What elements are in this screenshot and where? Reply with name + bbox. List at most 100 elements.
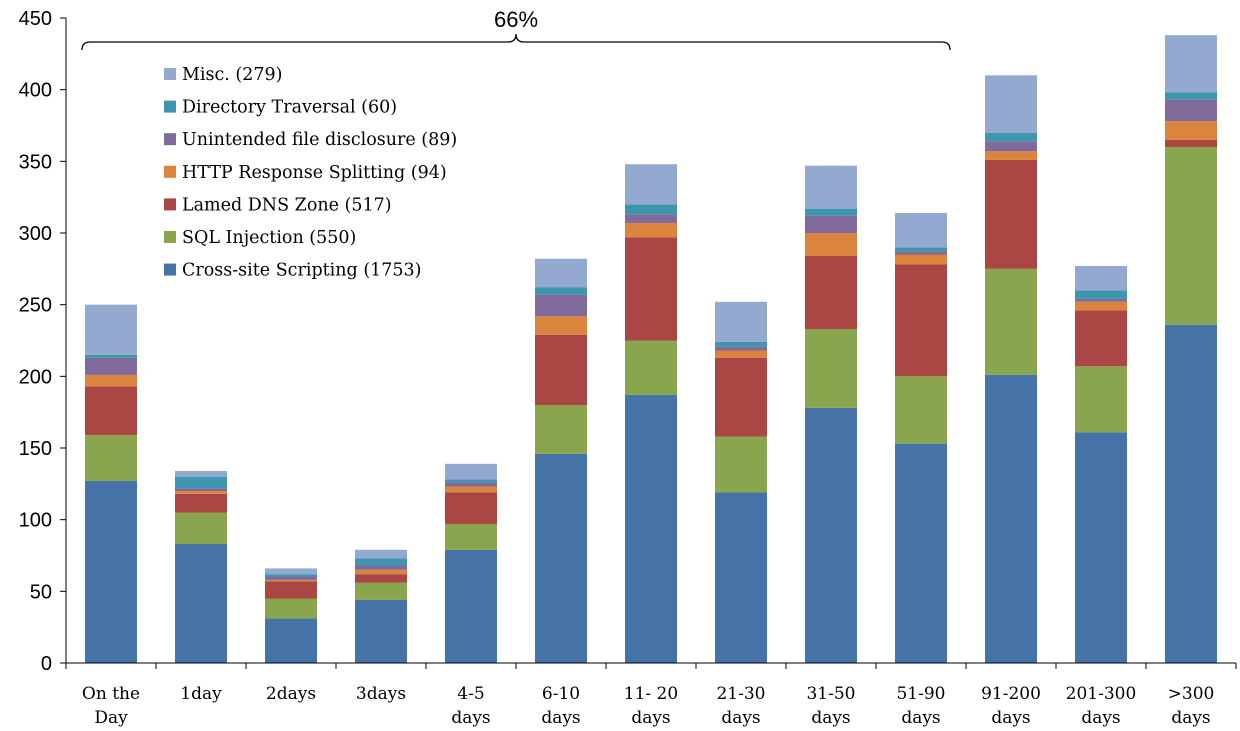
x-tick-label: 1day xyxy=(180,684,222,704)
legend-item: HTTP Response Splitting (94) xyxy=(164,163,447,183)
annotation-label: 66% xyxy=(494,7,538,32)
annotation-brace xyxy=(81,33,951,51)
bar-segment xyxy=(175,512,227,545)
bar-segment xyxy=(805,215,857,233)
bar-segment xyxy=(1165,139,1217,147)
y-tick-label: 150 xyxy=(19,438,52,460)
bar-segment xyxy=(715,492,767,663)
legend-item: Lamed DNS Zone (517) xyxy=(164,195,392,215)
bar-segment xyxy=(715,350,767,358)
bar-segment xyxy=(805,233,857,256)
bar-segment xyxy=(1075,290,1127,299)
bar-segment xyxy=(625,222,677,238)
x-tick-label: >300 days xyxy=(1168,684,1215,728)
bar-segment xyxy=(895,376,947,444)
bar-segment xyxy=(265,598,317,619)
bar-segment xyxy=(535,405,587,454)
legend-item: SQL Injection (550) xyxy=(164,228,356,248)
y-tick-label: 300 xyxy=(19,223,52,245)
bar-segment xyxy=(1165,99,1217,122)
legend-swatch xyxy=(164,165,176,178)
legend-swatch xyxy=(164,133,176,146)
bar-segment xyxy=(1075,265,1127,291)
bar-segment xyxy=(715,341,767,347)
bar-segment xyxy=(355,599,407,663)
legend-label: Misc. (279) xyxy=(182,65,282,85)
bar-segment xyxy=(715,357,767,437)
bars-layer xyxy=(85,35,1217,663)
legend-item: Cross-site Scripting (1753) xyxy=(164,261,422,281)
bar-segment xyxy=(715,301,767,342)
bar-segment xyxy=(445,492,497,524)
bar-segment xyxy=(175,470,227,477)
bar-segment xyxy=(355,569,407,575)
bar-segment xyxy=(985,268,1037,375)
bar-segment xyxy=(265,581,317,599)
bar-segment xyxy=(805,329,857,408)
x-tick-label: 51-90 days xyxy=(896,684,945,728)
bar-segment xyxy=(895,264,947,377)
bar-segment xyxy=(265,568,317,575)
bar-segment xyxy=(355,565,407,570)
bar-segment xyxy=(85,480,137,663)
bar-segment xyxy=(805,208,857,216)
bar-segment xyxy=(445,463,497,480)
bar-segment xyxy=(445,482,497,487)
bar-segment xyxy=(805,255,857,330)
y-tick-label: 350 xyxy=(19,151,52,173)
annotation: 66% xyxy=(81,7,951,51)
bar-segment xyxy=(355,574,407,583)
bar-segment xyxy=(1165,92,1217,100)
bar-segment xyxy=(175,493,227,513)
bar-segment xyxy=(355,582,407,600)
x-tick-label: 6-10 days xyxy=(541,684,580,728)
bar-segment xyxy=(355,549,407,559)
bar-segment xyxy=(625,214,677,223)
bar-segment xyxy=(85,435,137,481)
y-tick-label: 450 xyxy=(19,8,52,30)
bar-segment xyxy=(1165,121,1217,140)
y-axis-ticks: 0 50 100 150 200 250 300 350 400 450 xyxy=(19,8,66,675)
legend-label: SQL Injection (550) xyxy=(182,228,356,248)
bar-segment xyxy=(85,304,137,355)
bar-segment xyxy=(895,212,947,248)
x-tick-label: 3days xyxy=(356,684,406,704)
bar-segment xyxy=(625,394,677,663)
legend-swatch xyxy=(164,100,176,113)
bar-segment xyxy=(445,523,497,550)
legend-item: Directory Traversal (60) xyxy=(164,98,397,118)
legend-label: Directory Traversal (60) xyxy=(182,98,397,118)
bar-segment xyxy=(175,544,227,663)
bar-segment xyxy=(85,386,137,436)
bar-segment xyxy=(1075,432,1127,663)
bar-segment xyxy=(985,75,1037,133)
x-tick-label: On the Day xyxy=(82,684,140,728)
bar-segment xyxy=(445,486,497,493)
bar-segment xyxy=(535,453,587,663)
x-tick-label: 201-300 days xyxy=(1066,684,1137,728)
bar-segment xyxy=(175,476,227,489)
x-tick-label: 91-200 days xyxy=(981,684,1041,728)
y-tick-label: 100 xyxy=(19,510,52,532)
bar-segment xyxy=(265,579,317,582)
bar-segment xyxy=(1075,301,1127,311)
bar-segment xyxy=(625,164,677,205)
legend: Misc. (279) Directory Traversal (60) Unint… xyxy=(164,65,457,281)
legend-label: Lamed DNS Zone (517) xyxy=(182,195,392,215)
bar-segment xyxy=(985,141,1037,152)
axes xyxy=(65,18,1236,664)
bar-segment xyxy=(1075,310,1127,367)
bar-segment xyxy=(85,354,137,358)
legend-label: Cross-site Scripting (1753) xyxy=(182,261,422,281)
bar-segment xyxy=(85,357,137,375)
y-tick-label: 50 xyxy=(30,581,52,603)
bar-segment xyxy=(445,479,497,483)
bar-segment xyxy=(1075,366,1127,433)
bar-segment xyxy=(265,577,317,580)
bar-segment xyxy=(535,316,587,335)
bar-segment xyxy=(355,558,407,566)
bar-segment xyxy=(535,334,587,405)
y-tick-label: 400 xyxy=(19,80,52,102)
x-tick-label: 21-30 days xyxy=(716,684,765,728)
